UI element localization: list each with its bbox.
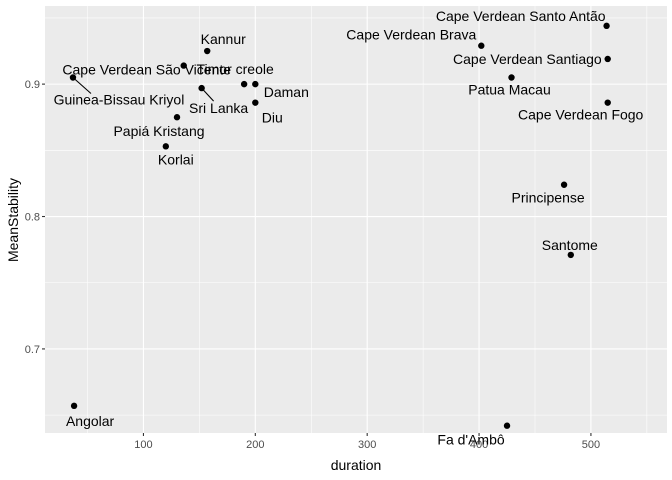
point-label: Patua Macau <box>468 81 551 97</box>
point-label: Timor creole <box>196 61 273 77</box>
x-axis-ticks: 100 200 300 400 500 <box>134 433 600 451</box>
data-point <box>162 143 170 150</box>
point-label: Cape Verdean Santiago <box>453 51 602 67</box>
y-axis-title: MeanStability <box>5 178 21 262</box>
y-axis-ticks: 0.7 0.8 0.9 <box>25 79 45 356</box>
point-label: Fa d'Ambô <box>437 432 504 448</box>
data-point <box>198 84 205 92</box>
data-point <box>180 62 187 69</box>
point-label: Cape Verdean Fogo <box>518 107 644 123</box>
data-point <box>69 74 77 81</box>
data-point <box>508 74 515 81</box>
data-points <box>69 22 611 429</box>
x-tick-label: 500 <box>582 439 600 451</box>
x-tick-label: 100 <box>134 439 152 451</box>
point-label: Principense <box>512 190 585 206</box>
point-label: Korlai <box>158 151 194 167</box>
data-point <box>567 251 574 259</box>
point-label: Kannur <box>201 31 246 47</box>
point-label: Cape Verdean Brava <box>346 27 476 43</box>
point-label: Cape Verdean São Vicente <box>62 62 231 78</box>
data-point <box>252 80 259 88</box>
point-label: Daman <box>264 84 309 100</box>
x-tick-label: 300 <box>358 439 376 451</box>
point-label: Sri Lanka <box>189 100 248 116</box>
x-axis-title: duration <box>331 457 382 473</box>
major-gridlines <box>45 6 667 433</box>
x-tick-label: 400 <box>470 439 488 451</box>
label-leader-line <box>72 77 92 94</box>
data-point <box>604 55 611 63</box>
point-label: Cape Verdean Santo Antão <box>436 8 606 24</box>
y-tick-label: 0.9 <box>25 79 40 91</box>
data-point <box>173 114 181 121</box>
data-point <box>70 402 78 410</box>
point-label: Santome <box>542 237 598 253</box>
x-tick-label: 200 <box>246 439 264 451</box>
point-label: Guinea-Bissau Kriyol <box>54 91 185 107</box>
data-point <box>204 47 211 55</box>
data-point <box>240 80 248 88</box>
data-point <box>560 181 568 188</box>
point-label: Diu <box>262 110 283 126</box>
data-point <box>604 99 611 106</box>
point-label: Papiá Kristang <box>113 123 204 139</box>
point-label: Angolar <box>66 413 115 429</box>
point-labels: Cape Verdean Santo Antão Cape Verdean Bra… <box>54 8 644 448</box>
data-point <box>503 422 511 429</box>
panel-background <box>45 6 667 433</box>
minor-gridlines <box>45 6 667 433</box>
data-point <box>603 22 610 30</box>
y-tick-label: 0.8 <box>25 212 40 224</box>
y-tick-label: 0.7 <box>25 344 40 356</box>
data-point <box>478 42 485 49</box>
data-point <box>252 99 259 106</box>
